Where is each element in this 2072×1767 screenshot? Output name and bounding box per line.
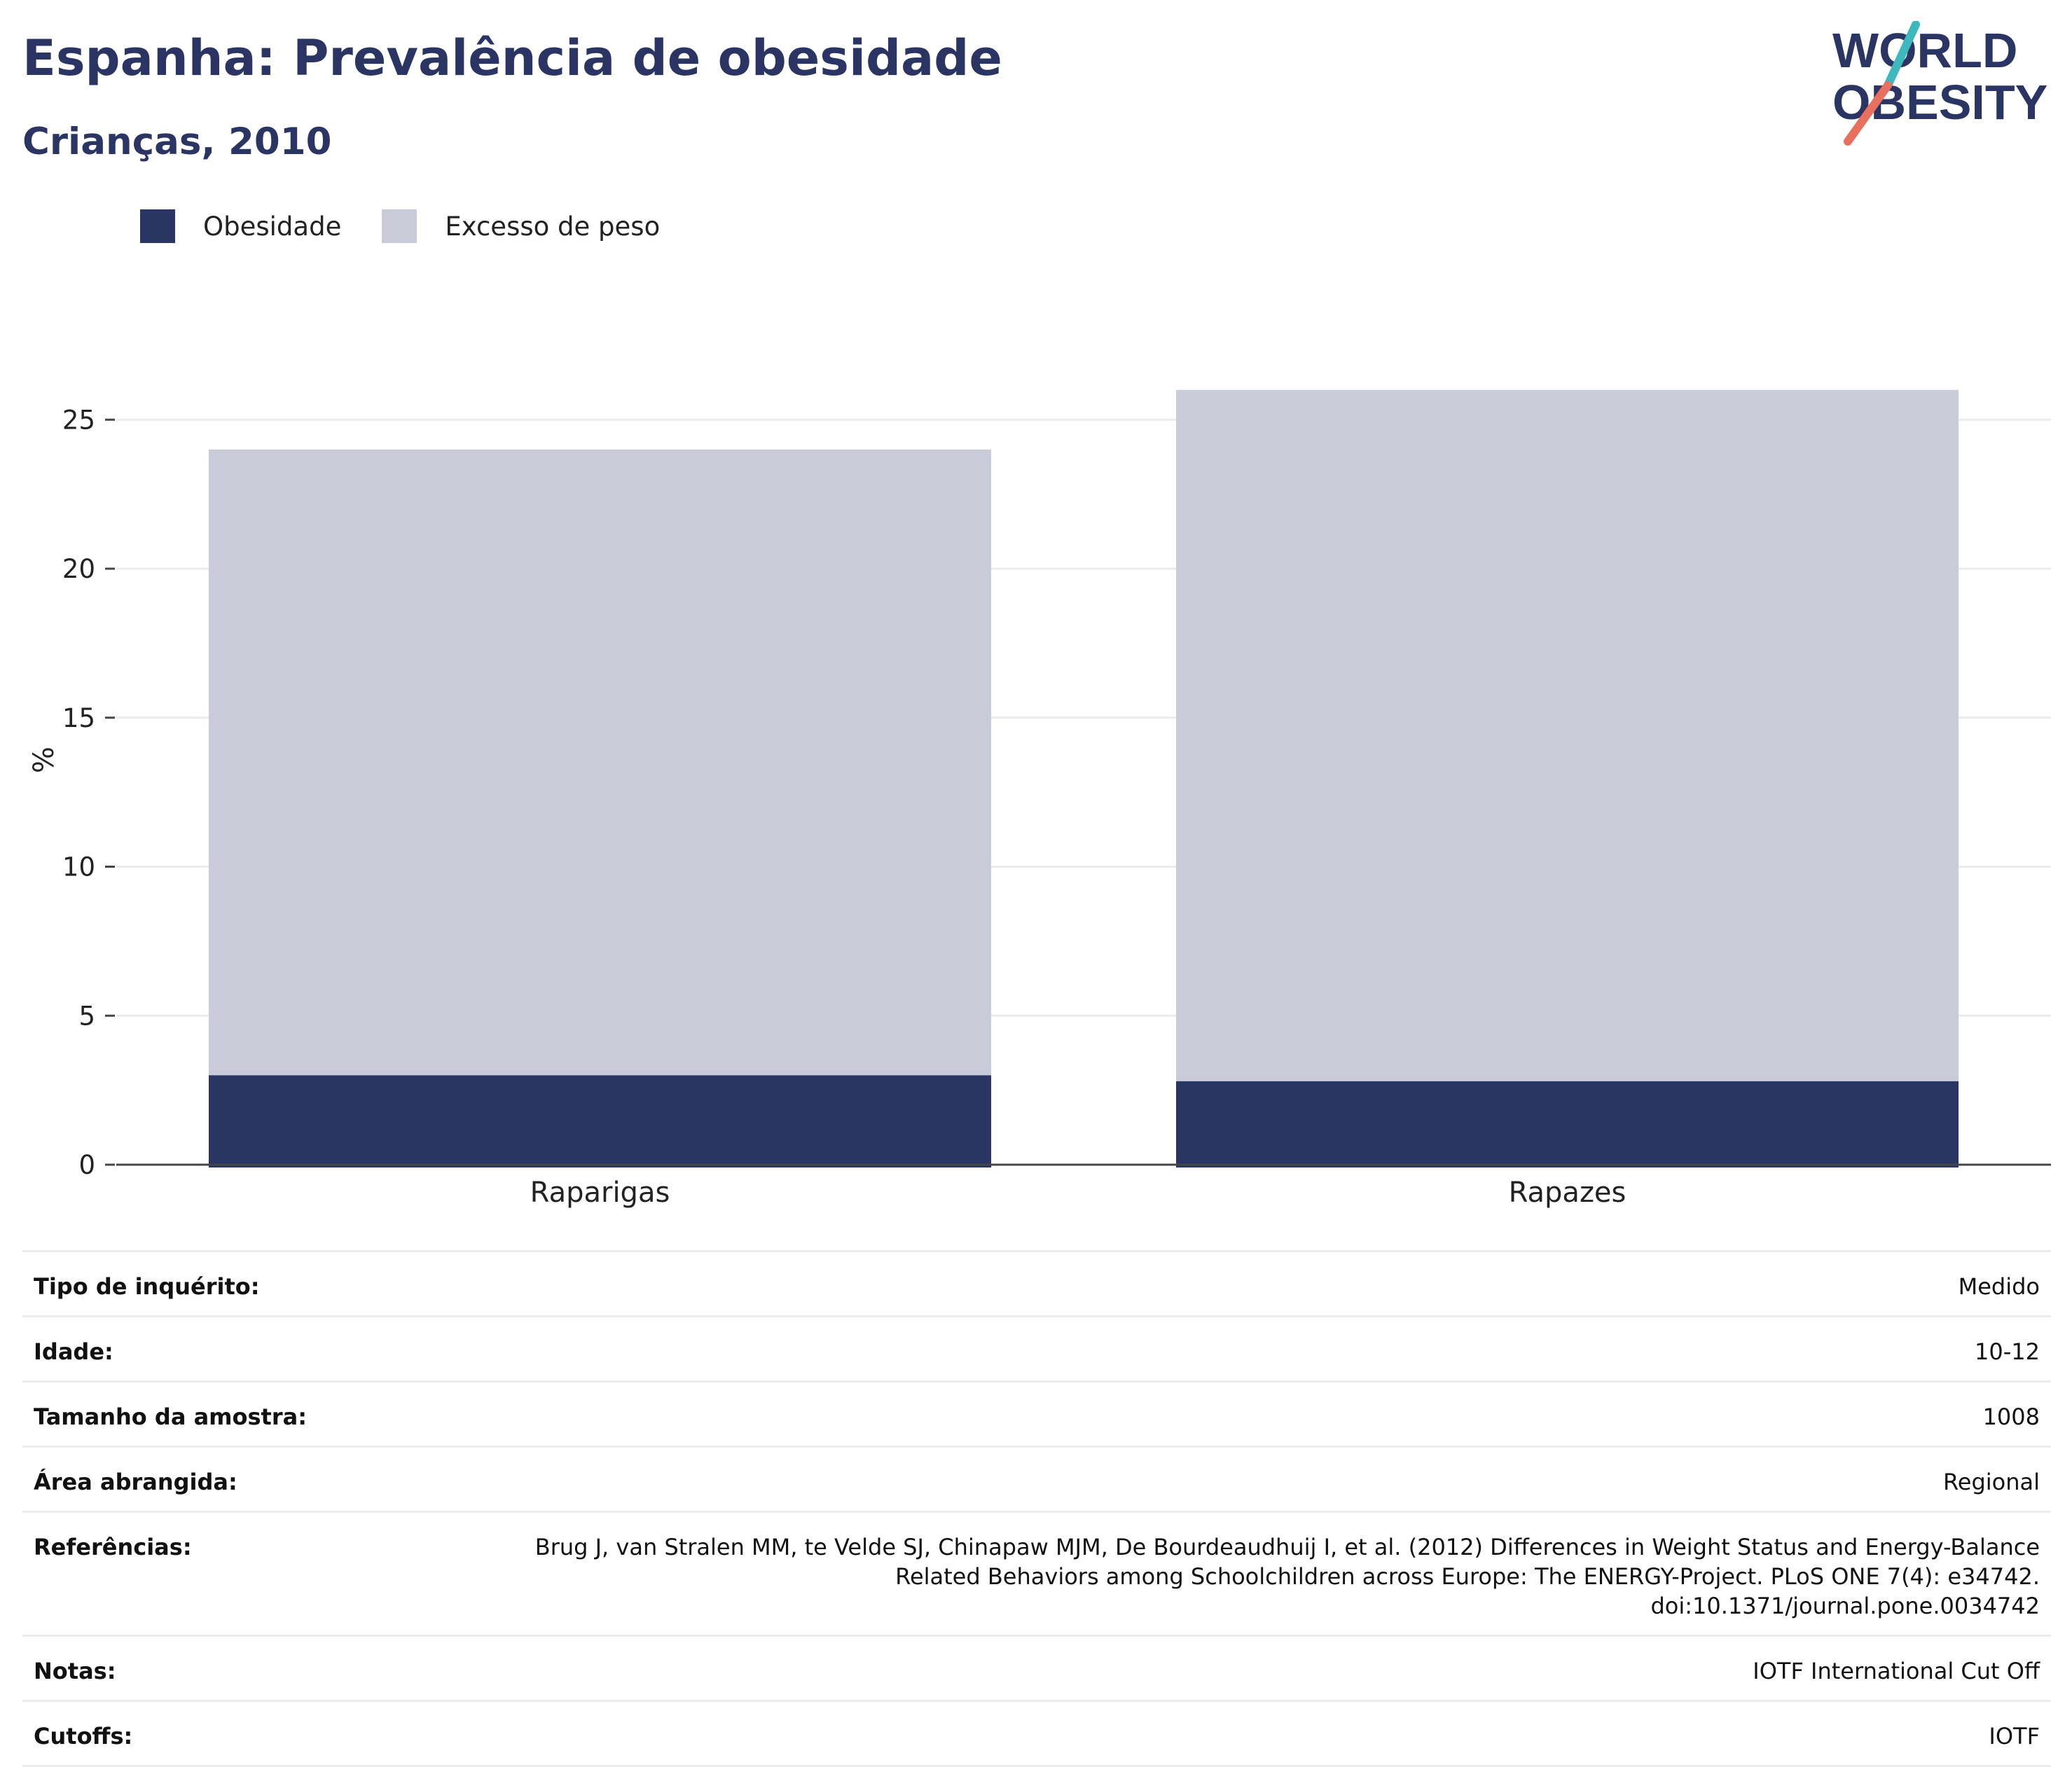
- info-row: Notas: IOTF International Cut Off: [22, 1637, 2051, 1702]
- logo-slash-teal: [1884, 21, 1920, 90]
- info-label: Cutoffs:: [34, 1723, 133, 1749]
- bar-overweight: [1176, 389, 1959, 1081]
- y-axis-label: %: [28, 747, 60, 773]
- legend-item-overweight[interactable]: Excesso de peso: [382, 209, 660, 243]
- info-value: Regional: [1942, 1469, 2040, 1495]
- legend-label-overweight: Excesso de peso: [445, 211, 661, 242]
- logo-text-obesity: OBESITY: [1832, 75, 2047, 130]
- info-label: Área abrangida:: [34, 1469, 237, 1495]
- info-label: Tamanho da amostra:: [34, 1404, 307, 1430]
- page-title: Espanha: Prevalência de obesidade: [22, 29, 1002, 87]
- legend-swatch-overweight: [382, 209, 417, 243]
- y-tick-label: 15: [62, 703, 95, 733]
- info-row: Tamanho da amostra: 1008: [22, 1383, 2051, 1448]
- info-value: 10-12: [1975, 1338, 2040, 1365]
- info-value: Brug J, van Stralen MM, te Velde SJ, Chi…: [534, 1534, 2040, 1619]
- y-tick-label: 20: [62, 554, 95, 584]
- legend-swatch-obesity: [140, 209, 175, 243]
- info-value: IOTF International Cut Off: [1753, 1658, 2040, 1684]
- info-row: Referências: Brug J, van Stralen MM, te V…: [22, 1513, 2051, 1637]
- y-tick-label: 0: [78, 1150, 95, 1180]
- info-row: Tipo de inquérito: Medido: [22, 1252, 2051, 1317]
- info-label: Referências:: [34, 1534, 192, 1560]
- legend-label-obesity: Obesidade: [203, 211, 342, 242]
- chart-legend: Obesidade Excesso de peso: [140, 208, 700, 244]
- logo-slash-coral: [1844, 81, 1892, 146]
- bar-obesity: [1176, 1081, 1959, 1167]
- world-obesity-logo: WORLD OBESITY: [1832, 21, 2047, 146]
- info-label: Idade:: [34, 1338, 113, 1365]
- info-value: 1008: [1982, 1404, 2040, 1430]
- y-tick-label: 25: [62, 405, 95, 435]
- bar-obesity: [209, 1075, 991, 1167]
- x-tick-label: Rapazes: [1509, 1177, 1626, 1209]
- info-row: Idade: 10-12: [22, 1317, 2051, 1383]
- info-value: Medido: [1958, 1273, 2040, 1300]
- logo-text-world: WORLD: [1832, 23, 2017, 78]
- y-tick-label: 5: [78, 1001, 95, 1031]
- bar-overweight: [209, 449, 991, 1076]
- info-label: Tipo de inquérito:: [34, 1273, 260, 1300]
- info-label: Notas:: [34, 1658, 116, 1684]
- x-tick-label: Raparigas: [530, 1177, 670, 1209]
- page-subtitle: Crianças, 2010: [22, 120, 332, 163]
- legend-item-obesity[interactable]: Obesidade: [140, 209, 341, 243]
- info-row: Área abrangida: Regional: [22, 1448, 2051, 1513]
- info-row: Cutoffs: IOTF: [22, 1702, 2051, 1767]
- bar-chart: 0 5 10 15 20 25% Raparigas Rapazes: [28, 389, 2051, 1209]
- y-tick-label: 10: [62, 852, 95, 882]
- info-table: Tipo de inquérito: Medido Idade: 10-12 Taman…: [22, 1250, 2051, 1767]
- info-value: IOTF: [1989, 1723, 2040, 1749]
